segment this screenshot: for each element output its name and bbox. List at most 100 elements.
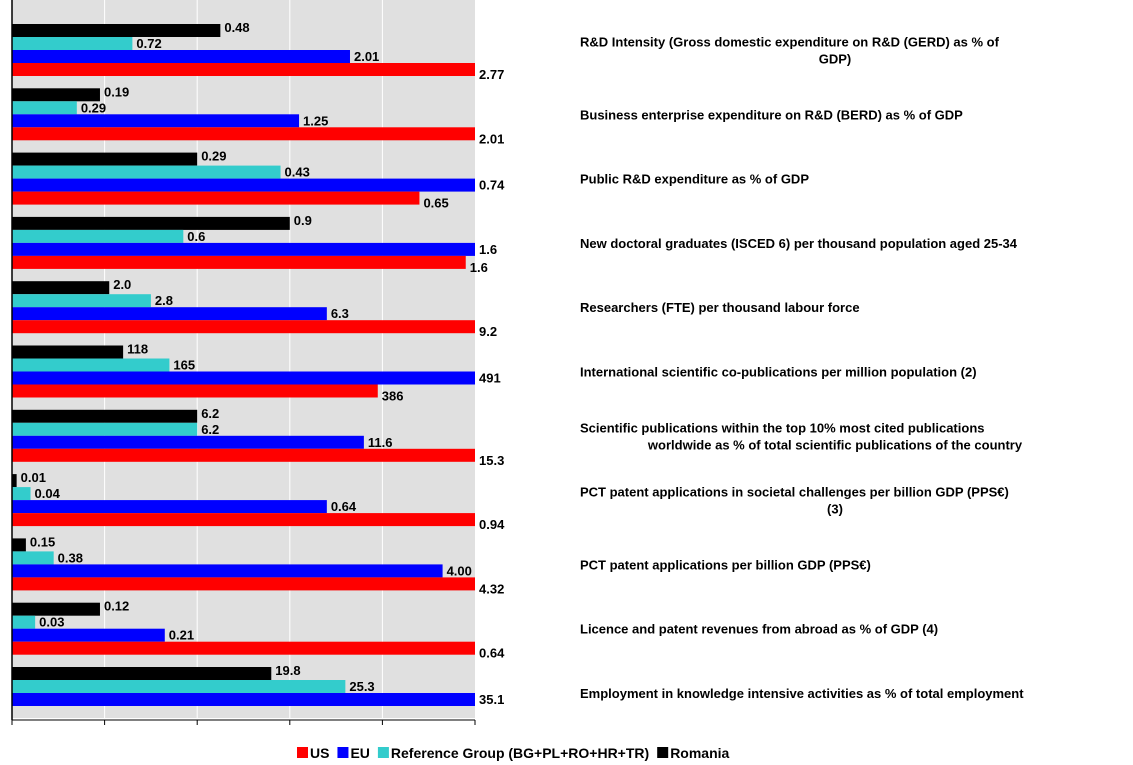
category-label: GDP) (819, 52, 852, 67)
data-label-eu: 491 (479, 371, 501, 386)
legend-swatch (377, 747, 389, 758)
bar-romania (12, 667, 272, 680)
bar-romania (12, 602, 100, 616)
bar-reference-group (12, 422, 198, 436)
bar-us (12, 255, 466, 269)
category-label: Researchers (FTE) per thousand labour fo… (580, 300, 860, 315)
bar-romania (12, 345, 124, 359)
bar-eu (12, 564, 443, 578)
data-label-romania: 19.8 (275, 663, 300, 678)
bar-romania (12, 24, 221, 37)
data-label-eu: 2.01 (354, 49, 379, 64)
x-ticks (11, 720, 476, 725)
bar-us (12, 577, 475, 591)
data-label-romania: 0.9 (294, 213, 312, 228)
bar-reference-group (12, 229, 184, 243)
bar-romania (12, 538, 26, 552)
data-label-romania: 0.29 (201, 149, 226, 164)
category-label: R&D Intensity (Gross domestic expenditur… (580, 35, 1000, 50)
category-label: PCT patent applications per billion GDP … (580, 557, 871, 572)
bar-eu (12, 242, 475, 256)
data-label-reference-group: 0.38 (58, 550, 83, 565)
category-label: Business enterprise expenditure on R&D (… (580, 107, 963, 122)
data-label-eu: 0.21 (169, 628, 194, 643)
bar-eu (12, 628, 165, 642)
legend-label: Reference Group (BG+PL+RO+HR+TR) (391, 745, 649, 761)
bar-eu (12, 500, 327, 514)
data-label-reference-group: 25.3 (349, 679, 374, 694)
data-label-reference-group: 0.04 (35, 486, 61, 501)
bar-labels: 0.480.722.012.770.190.291.252.010.290.43… (21, 20, 505, 707)
data-label-us: 9.2 (479, 324, 497, 339)
data-label-eu: 6.3 (331, 306, 349, 321)
legend: US EU Reference Group (BG+PL+RO+HR+TR) Roma… (297, 745, 730, 761)
bar-eu (12, 307, 327, 321)
bar-us (12, 191, 420, 205)
bar-reference-group (12, 294, 151, 308)
data-label-us: 0.94 (479, 517, 505, 532)
data-label-reference-group: 165 (173, 358, 195, 373)
bar-eu (12, 178, 475, 192)
data-label-eu: 1.25 (303, 113, 328, 128)
data-label-romania: 118 (127, 342, 148, 357)
data-label-us: 2.01 (479, 131, 504, 146)
bar-romania (12, 88, 100, 102)
data-label-eu: 0.64 (331, 499, 357, 514)
data-label-romania: 6.2 (201, 406, 219, 421)
legend-label: Romania (670, 745, 729, 761)
bar-romania (12, 474, 17, 488)
bar-reference-group (12, 165, 281, 179)
bar-reference-group (12, 680, 346, 693)
category-label: Public R&D expenditure as % of GDP (580, 172, 809, 187)
data-label-reference-group: 6.2 (201, 422, 219, 437)
data-label-romania: 0.19 (104, 84, 129, 99)
data-label-romania: 0.01 (21, 470, 46, 485)
legend-label: EU (350, 745, 369, 761)
data-label-romania: 0.15 (30, 534, 55, 549)
data-label-reference-group: 0.43 (285, 165, 310, 180)
data-label-eu: 0.74 (479, 178, 505, 193)
data-label-us: 0.65 (423, 196, 448, 211)
bar-us (12, 320, 475, 334)
data-label-eu: 35.1 (479, 692, 504, 707)
bar-romania (12, 409, 198, 423)
bar-eu (12, 114, 300, 128)
category-label: PCT patent applications in societal chal… (580, 485, 1009, 500)
data-label-us: 0.64 (479, 646, 505, 661)
bar-eu (12, 371, 475, 385)
bar-reference-group (12, 615, 36, 629)
category-label: International scientific co-publications… (580, 365, 977, 380)
data-label-reference-group: 2.8 (155, 293, 173, 308)
bar-reference-group (12, 101, 77, 115)
category-label: New doctoral graduates (ISCED 6) per tho… (580, 236, 1018, 251)
data-label-us: 4.32 (479, 581, 504, 596)
data-label-reference-group: 0.03 (39, 615, 64, 630)
category-label: Scientific publications within the top 1… (580, 420, 985, 435)
data-label-reference-group: 0.29 (81, 100, 106, 115)
category-label: (3) (827, 502, 843, 517)
bar-us (12, 127, 475, 141)
bar-us (12, 641, 475, 655)
bar-eu (12, 693, 475, 706)
data-label-us: 2.77 (479, 67, 504, 82)
bar-eu (12, 50, 350, 63)
legend-label: US (310, 745, 329, 761)
data-label-eu: 1.6 (479, 242, 497, 257)
bars (12, 24, 475, 706)
bar-reference-group (12, 37, 133, 50)
data-label-us: 1.6 (470, 260, 488, 275)
bar-romania (12, 152, 198, 166)
bar-us (12, 448, 475, 462)
data-label-romania: 2.0 (113, 277, 131, 292)
bar-reference-group (12, 551, 54, 565)
data-label-us: 386 (382, 389, 404, 404)
data-label-romania: 0.48 (224, 20, 249, 35)
bar-us (12, 384, 378, 398)
category-label: Employment in knowledge intensive activi… (580, 686, 1024, 701)
bar-romania (12, 216, 290, 230)
data-label-eu: 11.6 (368, 435, 393, 450)
legend-swatch (337, 747, 349, 758)
category-label: worldwide as % of total scientific publi… (647, 437, 1023, 452)
legend-swatch (657, 747, 669, 758)
